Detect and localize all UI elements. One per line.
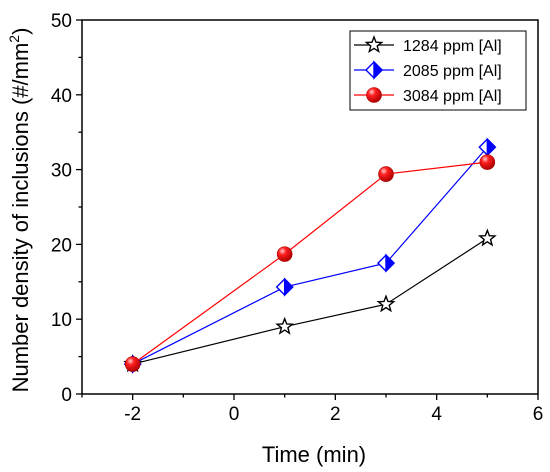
data-point [276, 246, 293, 262]
star-shape [364, 35, 384, 54]
diamond-fill-half [373, 60, 383, 80]
x-tick-label: 6 [533, 404, 544, 425]
x-axis-title: Time (min) [262, 442, 366, 467]
y-axis-title-end: ) [8, 28, 33, 35]
data-point [124, 356, 141, 372]
diamond-fill-half [486, 137, 497, 157]
legend: 1284 ppm [Al] 2085 ppm [Al] 3084 ppm [Al] [349, 30, 527, 111]
x-tick-label: 0 [229, 404, 240, 425]
series-line [132, 237, 488, 365]
sphere-shape [276, 246, 293, 262]
sphere-shape [124, 356, 141, 372]
sphere-icon [366, 87, 382, 103]
y-tick-label: 40 [51, 86, 72, 107]
data-point [479, 154, 496, 170]
y-tick-label: 50 [51, 11, 72, 32]
y-axis-title: Number density of inclusions (#/mm2) [6, 28, 33, 393]
x-tick-label: 2 [330, 404, 341, 425]
data-point [477, 228, 497, 247]
axes: -2 0 2 4 6 0 10 20 30 40 50 [51, 11, 543, 425]
data-point [376, 294, 396, 313]
series-line [132, 146, 488, 365]
star-shape [376, 294, 396, 313]
star-shape [275, 316, 295, 335]
data-point [275, 277, 294, 297]
half-diamond-icon [365, 60, 383, 80]
data-point [377, 253, 395, 273]
diamond-fill-half [283, 277, 294, 297]
data-point [378, 166, 394, 182]
y-tick-label: 20 [51, 235, 72, 256]
y-axis-title-main: Number density of inclusions (#/mm [8, 43, 33, 393]
legend-label: 3084 ppm [Al] [403, 88, 502, 105]
star-icon [364, 35, 384, 54]
data-point [275, 316, 295, 335]
diamond-fill-half [385, 253, 395, 273]
y-tick-label: 30 [51, 161, 72, 182]
y-tick-label: 0 [61, 385, 72, 406]
sphere-shape [479, 154, 496, 170]
y-tick-label: 10 [51, 310, 72, 331]
legend-label: 1284 ppm [Al] [403, 38, 502, 55]
plot-area [123, 137, 497, 374]
star-shape [477, 228, 497, 247]
sphere-shape [366, 87, 382, 103]
x-tick-label: 4 [431, 404, 442, 425]
series-line [132, 161, 488, 365]
legend-label: 2085 ppm [Al] [403, 63, 502, 80]
x-tick-label: -2 [124, 404, 141, 425]
y-axis-title-superscript: 2 [6, 35, 22, 43]
sphere-shape [378, 166, 394, 182]
